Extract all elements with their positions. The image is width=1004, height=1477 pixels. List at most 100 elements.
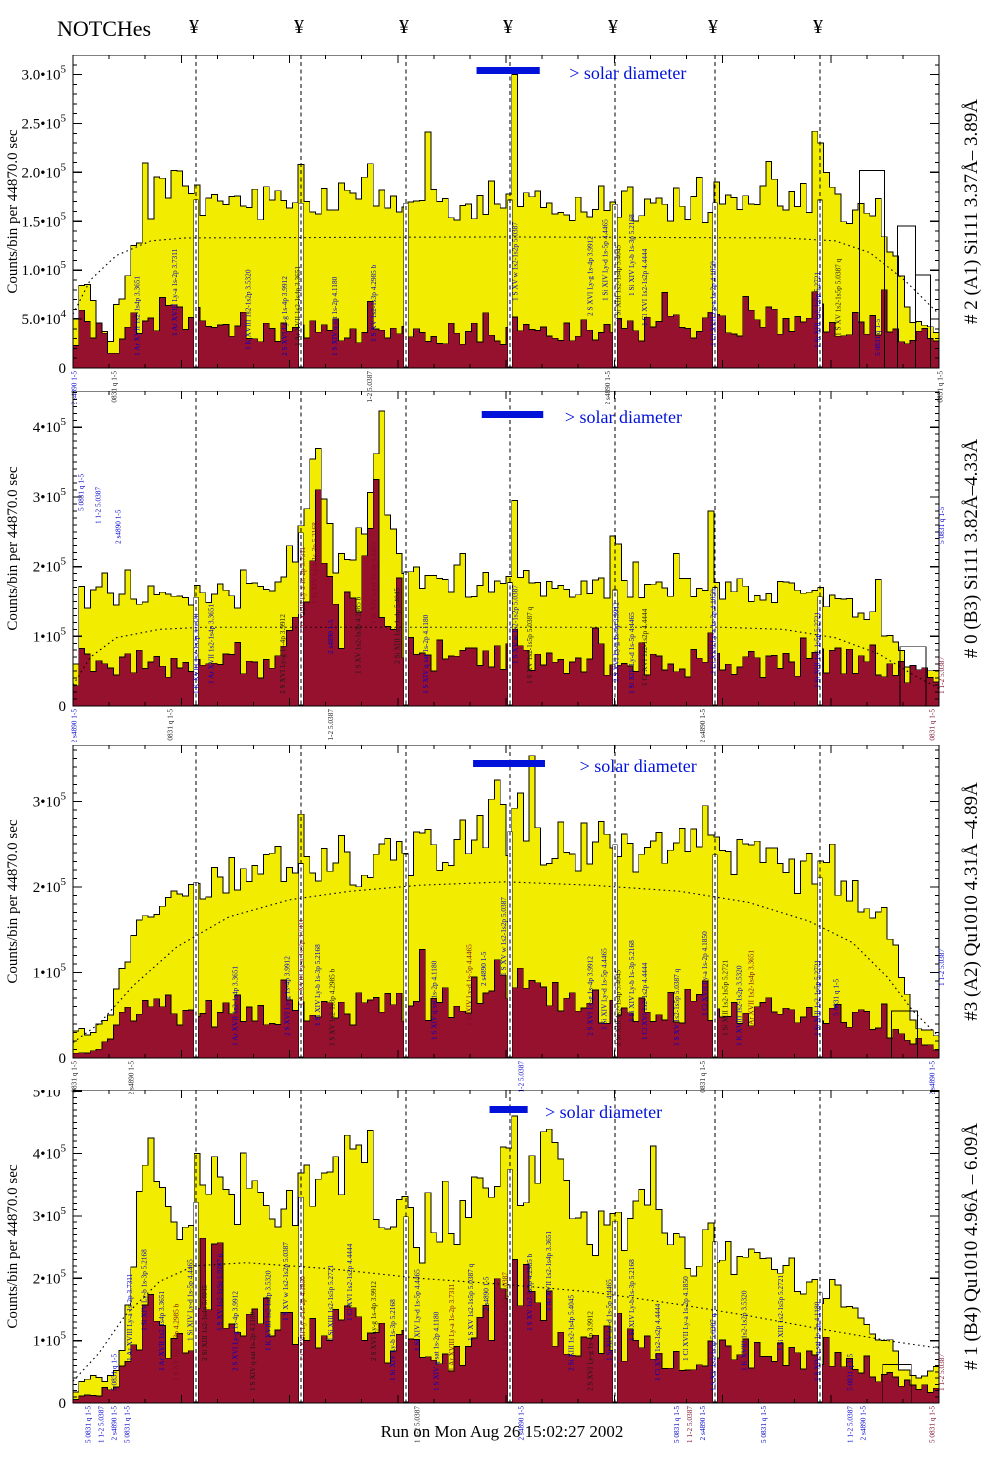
y-axis-tick-label: 2.0•105: [21, 161, 66, 181]
notch-gap: [712, 854, 718, 1058]
y-axis-tick-label: 2•105: [33, 876, 67, 896]
notch-gap: [298, 1196, 304, 1403]
y-axis-title: Counts/bin per 44870.0 sec: [5, 129, 21, 293]
line-annotation: 1 Si XIV Ly-d 1s-5p 4.4465: [464, 944, 473, 1026]
line-annotation: 1 S XIV q sat 1s-2p 4.1180: [431, 1311, 440, 1391]
line-annotation: 1 S XV 1s2-1s5p 5.0387 q: [525, 606, 534, 684]
line-annotation: 1 Si XIV Ly-b 1s-3p 5.2168: [627, 940, 636, 1022]
line-annotation: 2 Si XIII 1s2-1s4p 5.4045: [200, 1285, 209, 1361]
below-axis-annotation: 2 s4890 1-5: [698, 709, 707, 742]
y-axis-title: Counts/bin per 44870.0 sec: [5, 466, 21, 630]
notch-gap: [612, 1221, 618, 1403]
axis-frame: [72, 55, 940, 369]
notch-gap: [817, 596, 823, 706]
line-annotation: 1 S XV 1s2-1s3p 4.2985 b: [354, 596, 363, 674]
line-annotation: 2 s4890 1-5: [482, 1276, 491, 1311]
line-annotation: 1 Ar XVIII Ly-a 1s-2p 3.7311: [298, 546, 307, 634]
line-annotation: 1 S XIV q sat 1s-2p 4.1180: [330, 276, 339, 356]
notch-symbol-icon: ¥: [398, 16, 409, 38]
histogram-total-counts: [72, 1115, 940, 1404]
line-annotation: 1 Si XIV Ly-b 1s-3p 5.2168: [313, 944, 322, 1026]
y-axis-tick-label: 1•105: [33, 1330, 67, 1350]
line-annotation: 1 S XV w 1s2-1s2p 5.0387: [510, 585, 519, 664]
solar-diameter-bar: [476, 67, 540, 74]
line-annotation: 1 Ar XVII 1s2-1s4p 3.3651: [747, 950, 756, 1030]
y-axis-tick-label: 4•105: [33, 416, 67, 436]
line-annotation: 1 K XVIII 1s2-1s2p 3.5320: [244, 269, 253, 350]
line-annotation: 5 0831 q 1-5: [832, 979, 841, 1016]
notch-gap: [712, 587, 718, 706]
line-annotation: 1 S XV 1s2-1s5p 5.0387 q: [215, 1253, 224, 1331]
notch-symbol-icon: ¥: [502, 16, 513, 38]
y-axis-tick-label: 3.0•105: [21, 64, 66, 84]
line-annotation: 1 S XV w 1s2-1s2p 5.0387: [501, 1272, 510, 1351]
line-annotation: 1 S XV 1s2-1s3p 4.2985 b: [525, 1253, 534, 1331]
histogram-background-counts: [72, 1237, 940, 1404]
line-annotation: 1 1-2 5.0387: [937, 949, 946, 986]
line-annotation: 1 Si XIV Ly-d 1s-5p 4.4465: [605, 1279, 614, 1361]
histogram-total-counts: [72, 74, 940, 369]
channel-wavelength-label: # 1 (B4) Qu1010 4.96Å – 6.09Å: [961, 1123, 982, 1370]
notch-gap: [193, 882, 199, 1058]
notch-gap: [507, 1169, 513, 1403]
line-annotation: 1 S XIV q sat 1s-2p 4.1180: [812, 1301, 821, 1381]
below-axis-annotation: 2 s4890 1-5: [69, 371, 78, 404]
y-axis-tick-label: 3•105: [33, 486, 67, 506]
notch-gap: [403, 1216, 409, 1403]
y-axis-tick-label: 1.5•105: [21, 210, 66, 230]
line-annotation: 1 Ar XVII 1s2-1s4p 3.3651: [231, 966, 240, 1046]
line-annotation: 1 Ar XVII 1s2-1s4p 3.3651: [206, 604, 215, 684]
line-annotation: 1 Cl XVI 1s2-1s2p 4.4444: [640, 608, 649, 686]
histogram-background-counts: [72, 479, 940, 707]
y-axis-tick-label: 2.5•105: [21, 112, 66, 132]
notch-gap: [298, 863, 304, 1058]
notch-gap: [507, 199, 513, 368]
solar-diameter-bar: [481, 411, 544, 418]
smooth-profile-dotted-curve: [72, 626, 940, 690]
below-axis-annotation: 5 0831 q 1-5: [935, 371, 944, 404]
line-annotation: 1 S XV 1s2-1s3p 4.2985 b: [328, 968, 337, 1046]
solar-diameter-bar: [473, 760, 545, 767]
spectrum-panel-3: 0 1•105 2•105 3•105 Counts/bin per 44870.0 s…: [5, 745, 982, 1094]
histogram-outline-step: [882, 1363, 912, 1403]
line-annotation: 2 S XVI Ly-g 1s-4p 3.9912: [231, 1291, 240, 1371]
line-annotation: 1 S XV 1s2-1s5p 5.0387 q: [466, 1263, 475, 1341]
y-axis-tick-label: 0: [59, 1396, 67, 1412]
line-annotation: 1 Si XIII 1s2-1s5p 5.2721: [812, 612, 821, 688]
histogram-outline-step: [890, 1010, 918, 1058]
line-annotation: 2 s4890 1-5: [114, 509, 123, 544]
notches-header-label: NOTCHes: [57, 16, 152, 41]
solar-diameter-label: > solar diameter: [580, 756, 697, 776]
below-axis-annotation: 1 1-2 5.0387: [516, 1061, 525, 1094]
notch-gap: [817, 877, 823, 1058]
y-axis-tick-label: 1•105: [33, 961, 67, 981]
notch-gap: [712, 1241, 718, 1403]
smooth-profile-dotted-curve: [72, 1262, 940, 1382]
y-axis-tick-label: 0: [59, 361, 67, 377]
y-axis-tick-label: 3•105: [33, 790, 67, 810]
line-annotation: 2 Si XIII 1s2-1s4p 5.4045: [613, 245, 622, 321]
notch-symbol-icon: ¥: [188, 16, 199, 38]
line-annotation: 5 0831 q 1-5: [76, 474, 85, 511]
solar-diameter-label: > solar diameter: [569, 63, 686, 83]
y-axis-tick-label: 4•105: [33, 1143, 67, 1163]
notch-gap: [193, 199, 199, 368]
line-annotation: 2 s4890 1-5: [479, 951, 488, 986]
notch-gap: [612, 844, 618, 1058]
line-annotation: 1 Cl XVI 1s2-1s2p 4.4444: [640, 962, 649, 1040]
y-axis-tick-label: 1.0•105: [21, 259, 66, 279]
notch-gap: [507, 582, 513, 706]
line-annotation: 1 Ar XVII 1s2-1s4p 3.3651: [544, 1231, 553, 1311]
line-annotation: 1 Ar XVII 1s2-1s4p 3.3651: [293, 266, 302, 346]
axis-frame: [72, 745, 940, 1059]
histogram-outline-step: [858, 169, 885, 368]
below-axis-annotation: 5 0831 q 1-5: [69, 1061, 78, 1094]
y-axis-tick-label: 3•105: [33, 1205, 67, 1225]
axis-frame: [72, 1090, 940, 1404]
line-annotation: 1 Si XIV Ly-d 1s-5p 4.4465: [599, 948, 608, 1030]
histogram-background-counts: [72, 949, 940, 1059]
line-annotation: 2 S XVI Ly-g 1s-4p 3.9912: [586, 1311, 595, 1391]
below-axis-annotation: 2 s4890 1-5: [928, 1061, 937, 1094]
line-annotation: 1 S XV w 1s2-1s2p 5.0387: [499, 897, 508, 976]
spectrum-panel-1: 0 5.0•104 1.0•105 1.5•105 2.0•105 2.5•105 3.0•…: [5, 55, 982, 404]
